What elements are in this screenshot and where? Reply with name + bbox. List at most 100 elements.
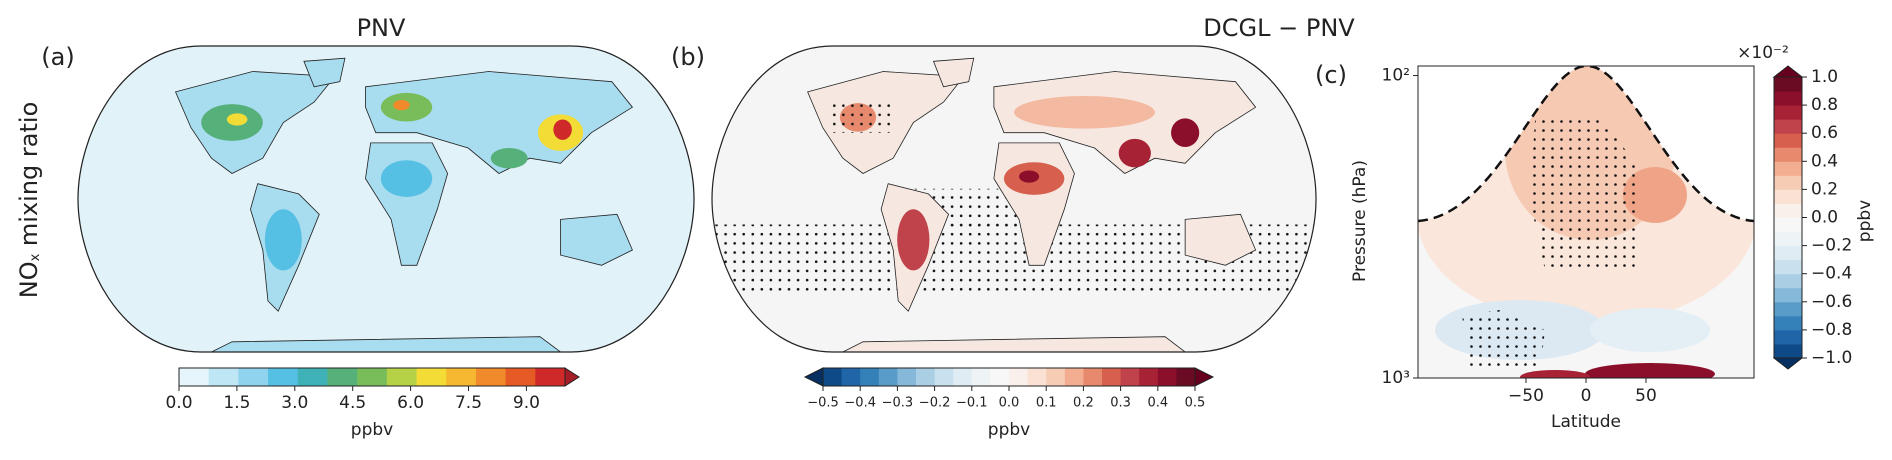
panel-label: (a) — [41, 43, 74, 71]
colorbar-swatch — [475, 368, 507, 386]
map-b — [711, 45, 1317, 353]
colorbar-tick-label: −0.6 — [1811, 292, 1852, 312]
colorbar-swatch — [327, 368, 358, 386]
colorbar-tick-label: 0.3 — [1110, 396, 1131, 411]
colorbar-tick-label: 3.0 — [281, 393, 308, 413]
y-axis-label: Pressure (hPa) — [1350, 160, 1370, 282]
colorbar-extend — [1194, 367, 1215, 387]
colorbar-tick-label: 0.8 — [1811, 95, 1838, 115]
colorbar-swatch — [1774, 231, 1802, 247]
colorbar-tick-label: 0.4 — [1147, 396, 1168, 411]
colorbar-swatch — [1774, 287, 1802, 303]
colorbar-swatch — [897, 368, 917, 386]
colorbar-swatch — [1774, 301, 1802, 317]
colorbar-swatch — [1774, 147, 1802, 162]
colorbar-swatch — [878, 368, 898, 386]
colorbar-swatch — [1774, 315, 1802, 331]
colorbar-swatch — [1774, 217, 1802, 233]
colorbar-swatch — [860, 368, 880, 386]
colorbar-swatch — [297, 368, 328, 386]
colorbar-swatch — [1102, 368, 1122, 386]
colorbar-extend — [803, 367, 824, 387]
colorbar-tick-label: −0.3 — [882, 396, 914, 411]
colorbar-swatch — [1027, 368, 1047, 386]
y-tick-label: 10³ — [1382, 368, 1410, 388]
colorbar-swatch — [1774, 189, 1802, 204]
x-tick-label: −50 — [1508, 386, 1544, 406]
colorbar-swatch — [179, 368, 210, 386]
colorbar-swatch — [1774, 105, 1802, 120]
colorbar-swatch — [1120, 368, 1140, 386]
colorbar-swatch — [1774, 259, 1802, 275]
panel-title: PNV — [357, 14, 406, 42]
colorbar-swatch — [1774, 273, 1802, 289]
colorbar-tick-label: 0.0 — [1811, 208, 1838, 228]
colorbar-swatch — [953, 368, 973, 386]
colorbar-swatch — [1774, 133, 1802, 148]
colorbar-tick-label: 0.2 — [1073, 396, 1094, 411]
colorbar-tick-label: −0.5 — [807, 396, 839, 411]
map-a — [77, 45, 695, 353]
colorbar-tick-label: 0.2 — [1811, 179, 1838, 199]
colorbar-tick-label: 4.5 — [339, 393, 366, 413]
colorbar-unit: ppbv — [988, 420, 1030, 440]
colorbar-tick-label: −0.2 — [919, 396, 951, 411]
colorbar-tick-label: 0.4 — [1811, 151, 1838, 171]
colorbar-swatch — [1774, 203, 1802, 218]
colorbar-tick-label: −0.1 — [956, 396, 988, 411]
colorbar-swatch — [1774, 245, 1802, 261]
colorbar-swatch — [446, 368, 477, 386]
colorbar-swatch — [1774, 175, 1802, 190]
colorbar-tick-label: 1.0 — [1811, 67, 1838, 87]
colorbar-tick-label: −1.0 — [1811, 348, 1852, 368]
colorbar-tick-label: 7.5 — [455, 393, 482, 413]
colorbar-swatch — [1139, 368, 1159, 386]
row-label: NOx mixing ratio — [15, 102, 43, 299]
x-axis-label: Latitude — [1551, 412, 1621, 432]
colorbar-swatch — [208, 368, 239, 386]
colorbar-swatch — [1774, 77, 1802, 92]
colorbar-swatch — [1774, 343, 1802, 359]
colorbar-swatch — [505, 368, 536, 386]
colorbar-tick-label: −0.4 — [844, 396, 876, 411]
colorbar-tick-label: −0.2 — [1811, 236, 1852, 256]
colorbar-tick-label: 9.0 — [513, 393, 540, 413]
colorbar-tick-label: −0.8 — [1811, 320, 1852, 340]
colorbar-swatch — [990, 368, 1010, 386]
colorbar-swatch — [916, 368, 936, 386]
colorbar-tick-label: −0.4 — [1811, 264, 1852, 284]
colorbar-swatch — [823, 368, 843, 386]
colorbar-unit: ppbv — [1855, 200, 1875, 242]
colorbar-unit: ppbv — [351, 420, 393, 440]
colorbar-tick-label: 0.0 — [165, 393, 192, 413]
colorbar-swatch — [1176, 368, 1196, 386]
colorbar-tick-label: 0.5 — [1185, 396, 1206, 411]
colorbar-swatch — [1774, 119, 1802, 134]
colorbar-swatch — [934, 368, 954, 386]
colorbar-swatch — [1083, 368, 1103, 386]
cross-section — [1418, 66, 1754, 378]
colorbar-multiplier: ×10⁻² — [1737, 43, 1789, 63]
colorbar-extend — [564, 367, 580, 387]
colorbar-swatch — [841, 368, 861, 386]
x-tick-label: 0 — [1581, 386, 1592, 406]
colorbar-swatch — [268, 368, 299, 386]
colorbar-swatch — [1064, 368, 1084, 386]
colorbar-tick-label: 6.0 — [397, 393, 424, 413]
colorbar-tick-label: 0.1 — [1036, 396, 1057, 411]
colorbar-swatch — [238, 368, 269, 386]
colorbar-extend — [1772, 65, 1804, 78]
panel-label: (c) — [1315, 61, 1347, 89]
colorbar-swatch — [1009, 368, 1029, 386]
colorbar-extend — [1772, 357, 1804, 370]
y-tick-label: 10² — [1382, 66, 1410, 86]
colorbar-swatch — [1774, 91, 1802, 106]
colorbar-swatch — [1774, 161, 1802, 176]
panel-label: (b) — [671, 43, 705, 71]
colorbar-swatch — [386, 368, 418, 386]
colorbar-swatch — [1157, 368, 1177, 386]
colorbar-swatch — [535, 368, 566, 386]
colorbar-tick-label: 1.5 — [223, 393, 250, 413]
x-tick-label: 50 — [1635, 386, 1657, 406]
